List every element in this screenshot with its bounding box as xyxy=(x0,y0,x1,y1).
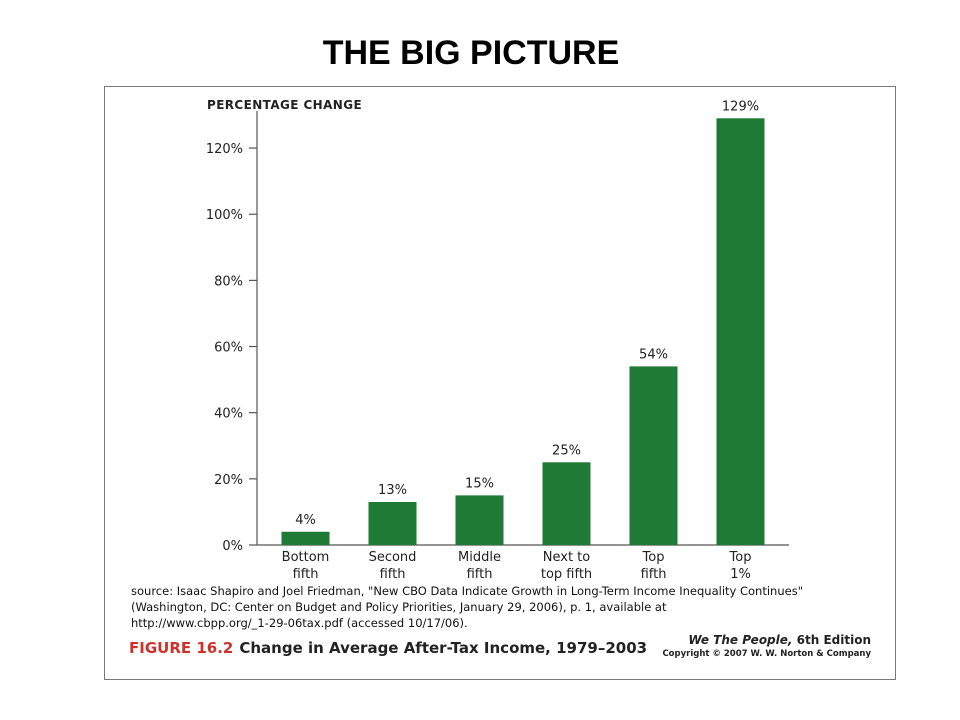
bar-value-label: 129% xyxy=(722,99,759,114)
x-category-label: fifth xyxy=(467,567,493,582)
book-edition: 6th Edition xyxy=(796,633,871,647)
bar-value-label: 13% xyxy=(378,483,407,498)
source-note: source: Isaac Shapiro and Joel Friedman,… xyxy=(131,583,891,631)
bar-value-label: 4% xyxy=(295,513,316,528)
x-category-label: Bottom xyxy=(282,550,330,565)
figure-box: PERCENTAGE CHANGE 0% 20% 40% 60% 80% 100% 120% 4… xyxy=(104,86,896,680)
bar xyxy=(455,495,504,545)
x-category-label: fifth xyxy=(641,567,667,582)
x-category-label: Middle xyxy=(458,550,501,565)
y-tick-label: 0% xyxy=(222,539,243,554)
x-category-label: Top xyxy=(729,550,752,565)
x-category-label: fifth xyxy=(380,567,406,582)
x-category-label: Next to xyxy=(543,550,591,565)
bar xyxy=(368,502,417,545)
x-category-label: fifth xyxy=(293,567,319,582)
bar-value-label: 25% xyxy=(552,443,581,458)
y-tick-label: 120% xyxy=(206,142,243,157)
slide-title: THE BIG PICTURE xyxy=(322,34,620,72)
y-tick-label: 60% xyxy=(214,341,243,356)
bar xyxy=(629,366,678,545)
y-axis-title: PERCENTAGE CHANGE xyxy=(207,98,362,112)
bar-value-label: 54% xyxy=(639,347,668,362)
x-category-label: 1% xyxy=(730,567,751,582)
figure-caption-text: Change in Average After-Tax Income, 1979… xyxy=(239,639,648,657)
y-tick-label: 20% xyxy=(214,473,243,488)
bar xyxy=(542,462,591,545)
y-tick-label: 100% xyxy=(206,208,243,223)
book-credit: We The People, 6th Edition Copyright © 2… xyxy=(662,633,871,659)
x-category-label: Second xyxy=(369,550,417,565)
copyright: Copyright © 2007 W. W. Norton & Company xyxy=(662,649,871,659)
x-category-label: top fifth xyxy=(541,567,592,582)
figure-caption: FIGURE 16.2 Change in Average After-Tax I… xyxy=(129,639,647,657)
x-category-label: Top xyxy=(642,550,665,565)
source-line-2: (Washington, DC: Center on Budget and Po… xyxy=(131,600,667,614)
bar xyxy=(281,531,330,545)
bar xyxy=(716,118,765,546)
book-title: We The People, xyxy=(688,633,793,647)
y-tick-label: 80% xyxy=(214,274,243,289)
source-line-3: http://www.cbpp.org/_1-29-06tax.pdf (acc… xyxy=(131,616,468,630)
y-tick-label: 40% xyxy=(214,407,243,422)
figure-number: FIGURE 16.2 xyxy=(129,639,234,657)
source-line-1: source: Isaac Shapiro and Joel Friedman,… xyxy=(131,584,803,598)
bar-chart: PERCENTAGE CHANGE 0% 20% 40% 60% 80% 100% 120% 4… xyxy=(206,98,789,582)
bar-value-label: 15% xyxy=(465,476,494,491)
